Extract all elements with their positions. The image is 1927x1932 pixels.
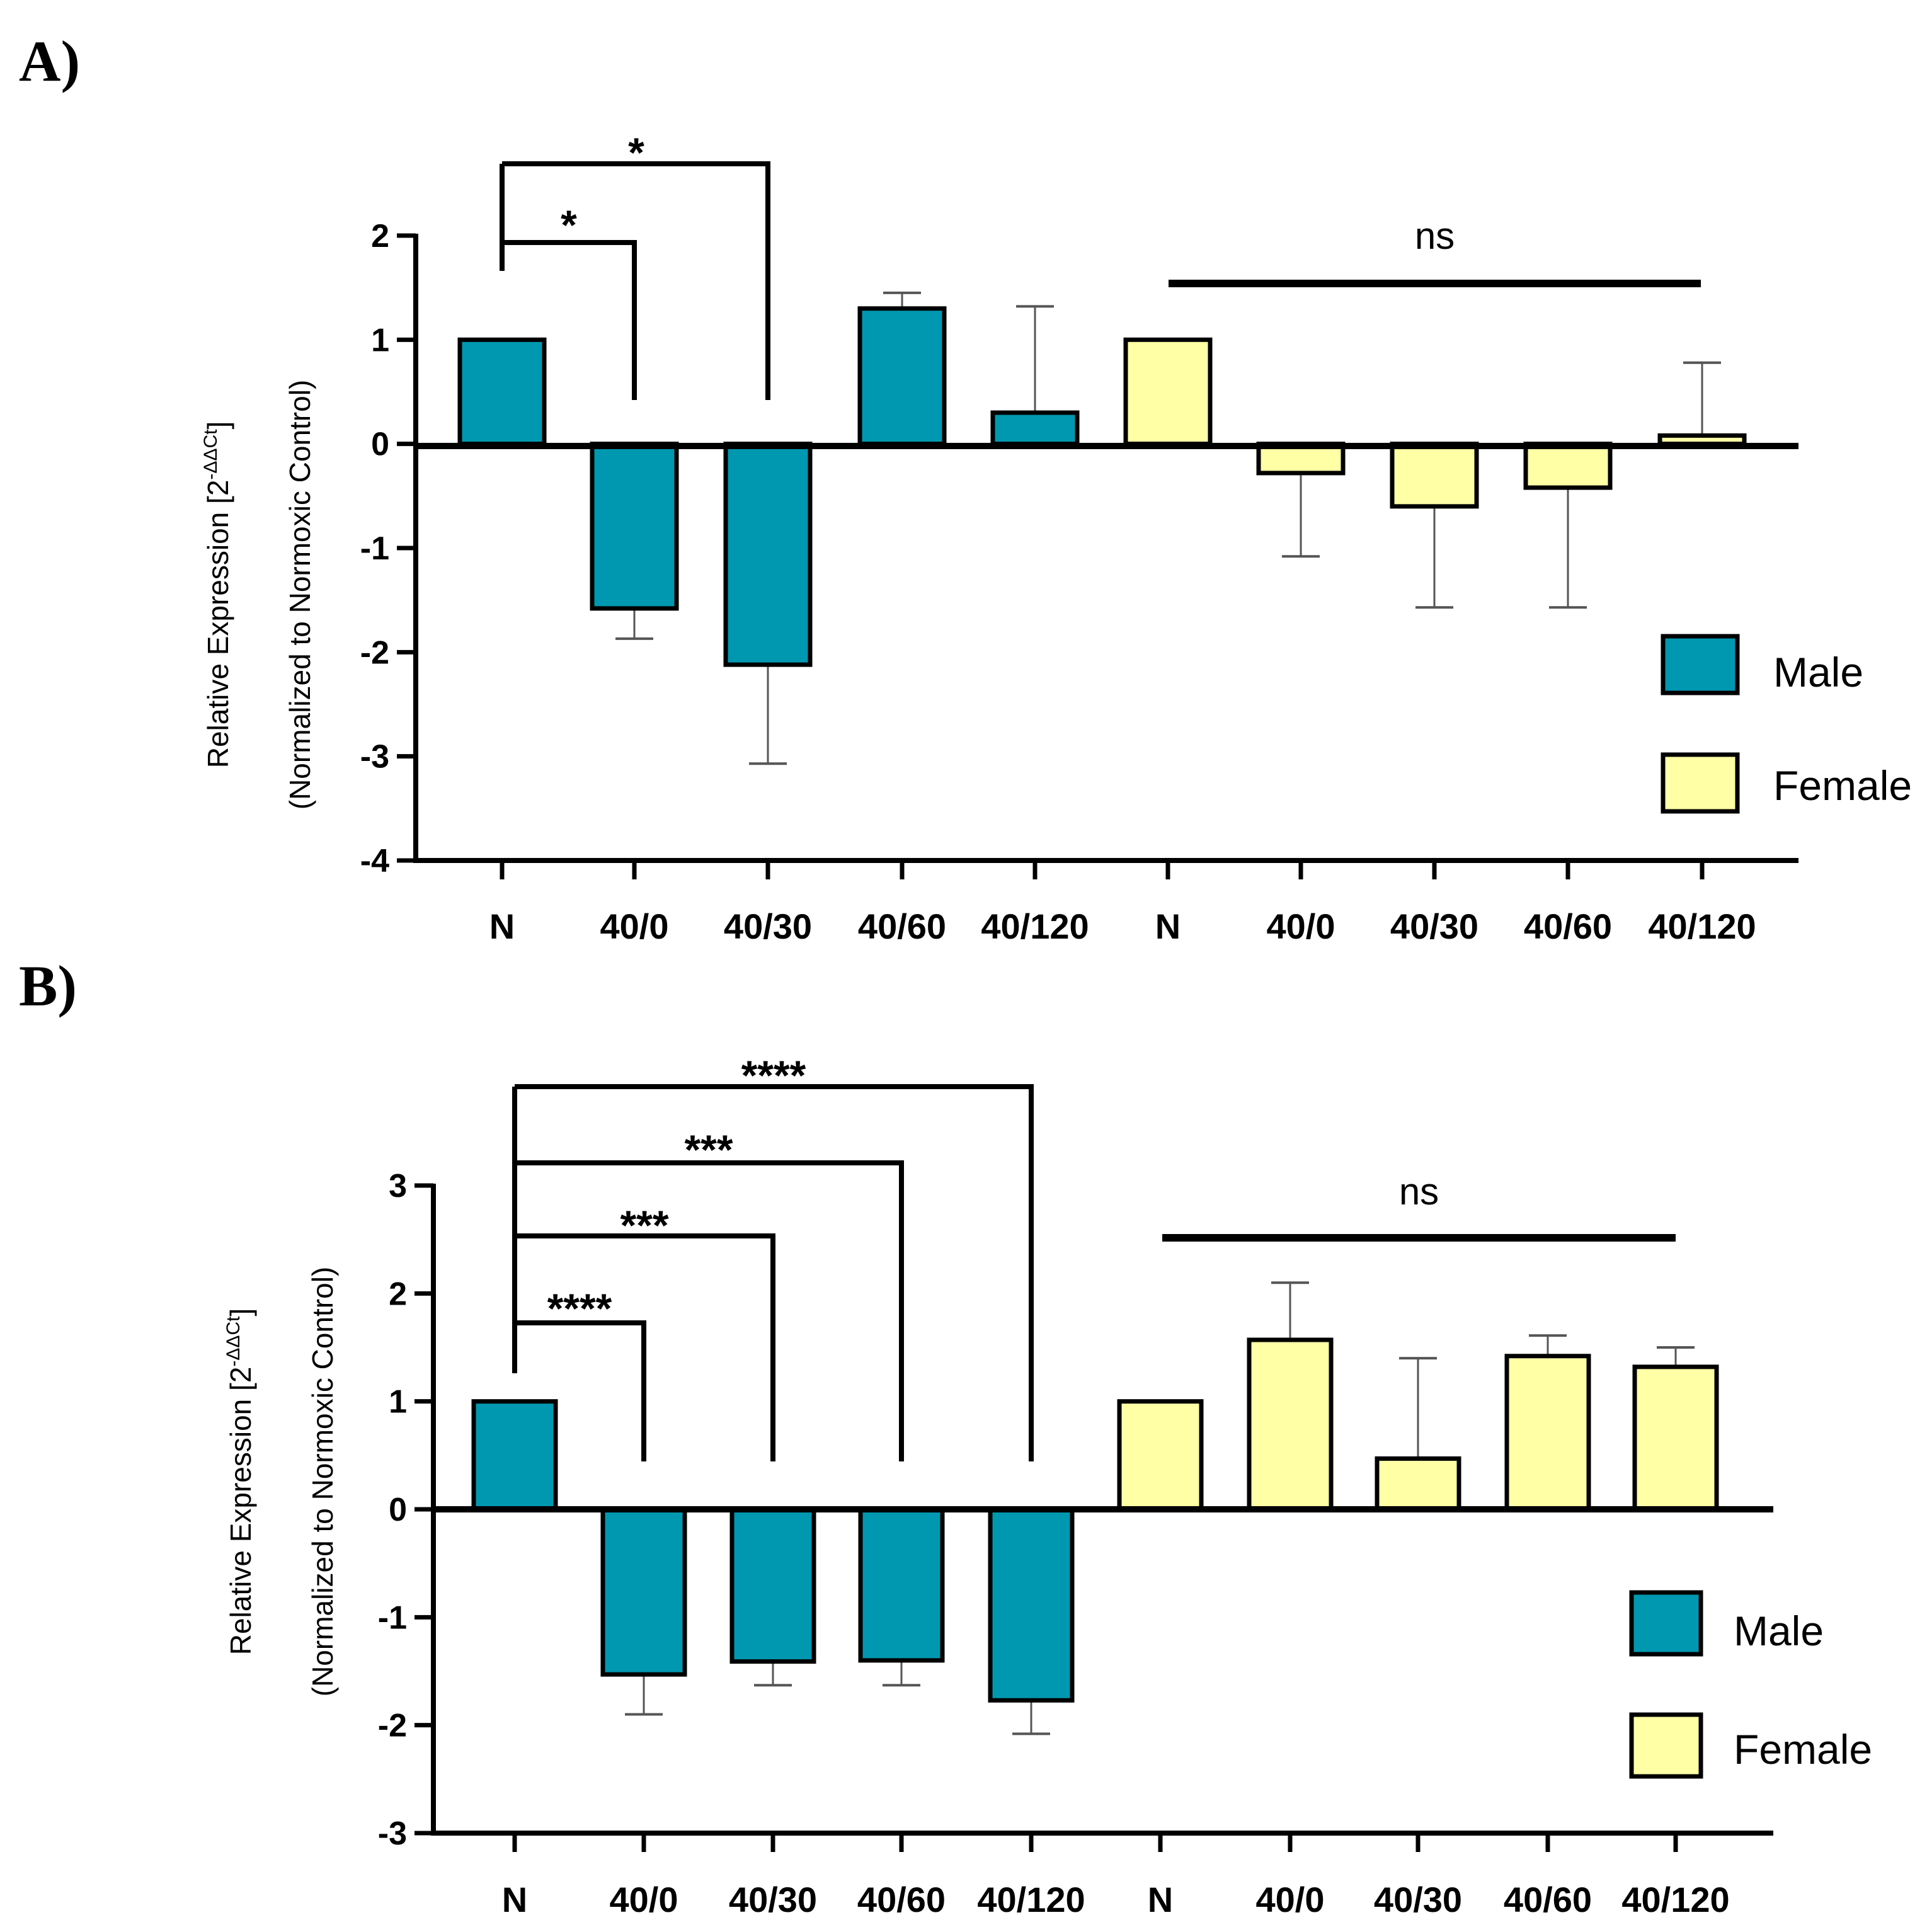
- bar-male: [858, 1507, 945, 1663]
- ns-label: ns: [1399, 1170, 1439, 1213]
- bar-female: [1123, 337, 1213, 447]
- y-tick-label: 2: [389, 1276, 407, 1312]
- legend-female-swatch: [1661, 752, 1740, 814]
- y-tick-label: 2: [371, 218, 389, 254]
- x-tick-label: 40/120: [981, 906, 1089, 946]
- panel-b-ylabel-line2: (Normalized to Normoxic Control): [306, 1267, 339, 1697]
- y-tick-label: 1: [371, 322, 389, 358]
- x-tick-label: 40/120: [1648, 906, 1756, 946]
- panel-a: A) Relative Expression [2-ΔΔCt] (Normali…: [19, 29, 1912, 946]
- x-tick-label: N: [502, 1880, 527, 1919]
- y-tick-label: -3: [360, 739, 389, 775]
- sig-label: *: [561, 202, 577, 248]
- bar-male: [600, 1507, 687, 1677]
- bar-female: [1657, 433, 1747, 447]
- panel-b-legend: Male Female: [1629, 1590, 1872, 1779]
- y-tick-label: 3: [389, 1168, 407, 1204]
- bar-female: [1390, 442, 1479, 509]
- sig-label: ****: [741, 1052, 806, 1099]
- bar-male: [723, 442, 813, 667]
- x-tick-label: 40/0: [1267, 906, 1335, 946]
- x-tick-label: 40/60: [858, 906, 946, 946]
- x-tick-label: 40/60: [1524, 906, 1612, 946]
- sig-label: ***: [684, 1126, 733, 1173]
- x-tick-label: 40/0: [600, 906, 669, 946]
- legend-male-label: Male: [1773, 649, 1863, 695]
- y-tick-label: -1: [360, 530, 389, 567]
- x-tick-label: 40/60: [857, 1880, 946, 1919]
- x-tick-label: 40/120: [977, 1880, 1085, 1919]
- y-tick-label: -2: [378, 1708, 407, 1744]
- x-tick-label: 40/0: [610, 1880, 678, 1919]
- x-tick-label: N: [489, 906, 515, 946]
- y-tick-label: 0: [371, 426, 389, 463]
- y-tick-label: 0: [389, 1492, 407, 1528]
- panel-a-ylabel-line2: (Normalized to Normoxic Control): [283, 380, 316, 810]
- sig-label: *: [628, 129, 644, 176]
- bar-male: [988, 1507, 1075, 1703]
- sig-label: ****: [547, 1285, 612, 1332]
- panel-b: B) Relative Expression [2-ΔΔCt] (Normali…: [19, 954, 1872, 1919]
- bar-female: [1117, 1399, 1204, 1512]
- x-tick-label: 40/30: [729, 1880, 817, 1919]
- y-tick-label: -2: [360, 634, 389, 671]
- panel-b-plot: 3 2 1 0 -1 -2 -3 N 40/0 40/30 40/60 40/120 N 40/0 40/3…: [378, 1052, 1773, 1919]
- bar-female: [1375, 1456, 1461, 1512]
- x-tick-label: 40/0: [1256, 1880, 1325, 1919]
- y-tick-label: -3: [378, 1815, 407, 1852]
- x-tick-label: N: [1155, 906, 1181, 946]
- y-tick-label: 1: [389, 1384, 407, 1420]
- panel-a-label: A): [19, 29, 80, 93]
- panel-b-label: B): [19, 954, 77, 1018]
- x-tick-label: 40/60: [1504, 1880, 1592, 1919]
- legend-male-swatch: [1629, 1590, 1703, 1657]
- x-tick-label: 40/30: [724, 906, 812, 946]
- bar-male: [590, 442, 679, 611]
- bar-male: [990, 410, 1080, 447]
- y-tick-label: -4: [360, 843, 389, 879]
- bar-male: [729, 1507, 816, 1664]
- bar-male: [857, 306, 947, 447]
- bar-female: [1247, 1337, 1334, 1512]
- panel-a-plot: 2 1 0 -1 -2 -3 -4 N 40/0 40/30 40/60 40/120 N 40/0 40/…: [360, 129, 1798, 946]
- bar-male: [471, 1399, 558, 1512]
- y-tick-label: -1: [378, 1599, 407, 1636]
- legend-female-label: Female: [1734, 1726, 1872, 1773]
- ns-label: ns: [1415, 215, 1455, 257]
- legend-male-swatch: [1661, 634, 1740, 695]
- x-tick-label: 40/30: [1390, 906, 1478, 946]
- panel-a-legend: Male Female: [1661, 634, 1912, 814]
- panel-a-ylabel-line1: Relative Expression [2-ΔΔCt]: [200, 421, 234, 769]
- bar-male: [457, 337, 547, 447]
- bar-female: [1504, 1354, 1591, 1512]
- bar-female: [1523, 442, 1613, 490]
- legend-female-label: Female: [1773, 762, 1912, 809]
- panel-b-ylabel-line1: Relative Expression [2-ΔΔCt]: [223, 1308, 257, 1655]
- legend-male-label: Male: [1734, 1608, 1824, 1654]
- x-tick-label: 40/30: [1374, 1880, 1462, 1919]
- legend-female-swatch: [1629, 1712, 1703, 1779]
- x-tick-label: 40/120: [1621, 1880, 1729, 1919]
- bar-female: [1632, 1364, 1719, 1512]
- x-tick-label: N: [1148, 1880, 1173, 1919]
- sig-label: ***: [620, 1202, 668, 1249]
